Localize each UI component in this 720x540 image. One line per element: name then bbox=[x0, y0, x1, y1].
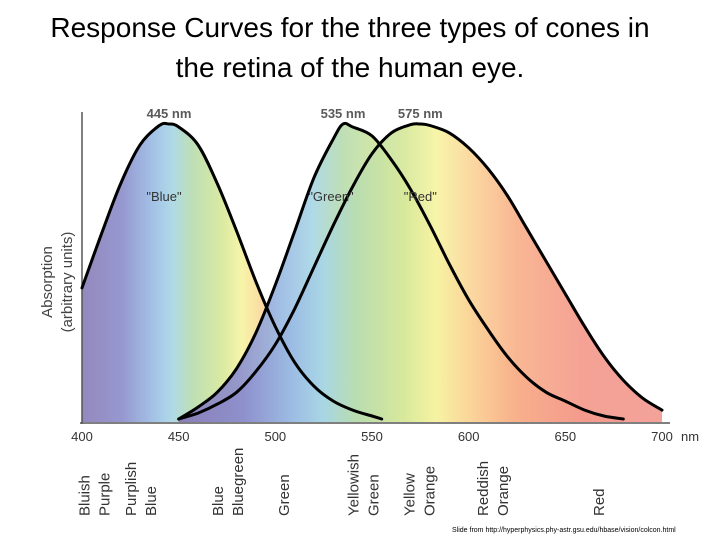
peak-label-1: 535 nm bbox=[321, 106, 366, 121]
x-tick-label-4: 600 bbox=[458, 429, 480, 444]
series-name-0: "Blue" bbox=[146, 189, 182, 204]
series-fill-0 bbox=[82, 123, 382, 422]
color-band-label-3-0: Green bbox=[276, 474, 293, 516]
x-tick-label-5: 650 bbox=[554, 429, 576, 444]
title-line-1: Response Curves for the three types of c… bbox=[50, 12, 650, 43]
color-band-label-2-0: Blue bbox=[210, 486, 227, 516]
peak-label-0: 445 nm bbox=[147, 106, 192, 121]
series-line-1 bbox=[177, 121, 625, 421]
labels-layer: 445 nm "Blue" 535 nm "Green" 575 nm "Red" Blui… bbox=[77, 106, 608, 516]
color-band-label-0-1: Purple bbox=[97, 473, 114, 516]
color-band-label-6-1: Orange bbox=[495, 466, 512, 516]
spectrum-fill-layer bbox=[82, 123, 662, 422]
x-tick-label-2: 500 bbox=[264, 429, 286, 444]
color-band-label-2-1: Bluegreen bbox=[230, 448, 247, 516]
x-tick-label-1: 450 bbox=[168, 429, 190, 444]
source-credit: Slide from http://hyperphysics.phy-astr.… bbox=[452, 527, 676, 534]
title-line-2: the retina of the human eye. bbox=[175, 52, 525, 83]
color-band-label-7-0: Red bbox=[591, 488, 608, 516]
x-tick-label-0: 400 bbox=[71, 429, 93, 444]
y-axis-label-line-1: (arbitrary units) bbox=[59, 232, 76, 333]
axes-layer: 400 450 500 550 600 650 700 nm Absorption (arbitr… bbox=[39, 112, 699, 444]
color-band-label-5-0: Yellow bbox=[402, 473, 419, 516]
color-band-label-4-0: Yellowish bbox=[346, 454, 363, 516]
x-tick-label-3: 550 bbox=[361, 429, 383, 444]
color-band-label-1-0: Purplish bbox=[123, 462, 140, 516]
page-title: Response Curves for the three types of c… bbox=[0, 8, 700, 88]
series-name-2: "Red" bbox=[404, 189, 437, 204]
curves-layer bbox=[80, 121, 664, 421]
color-band-label-5-1: Orange bbox=[422, 466, 439, 516]
y-axis-label-line-0: Absorption bbox=[39, 246, 56, 318]
series-fill-2 bbox=[178, 123, 662, 422]
series-line-2 bbox=[177, 122, 664, 421]
color-band-label-6-0: Reddish bbox=[475, 461, 492, 516]
x-tick-label-6: 700 bbox=[651, 429, 673, 444]
color-band-label-1-1: Blue bbox=[143, 486, 160, 516]
color-band-label-0-0: Bluish bbox=[77, 475, 94, 516]
x-unit-label: nm bbox=[681, 429, 699, 444]
color-band-label-4-1: Green bbox=[366, 474, 383, 516]
series-name-1: "Green" bbox=[308, 189, 354, 204]
peak-label-2: 575 nm bbox=[398, 106, 443, 121]
series-line-0 bbox=[80, 121, 384, 421]
